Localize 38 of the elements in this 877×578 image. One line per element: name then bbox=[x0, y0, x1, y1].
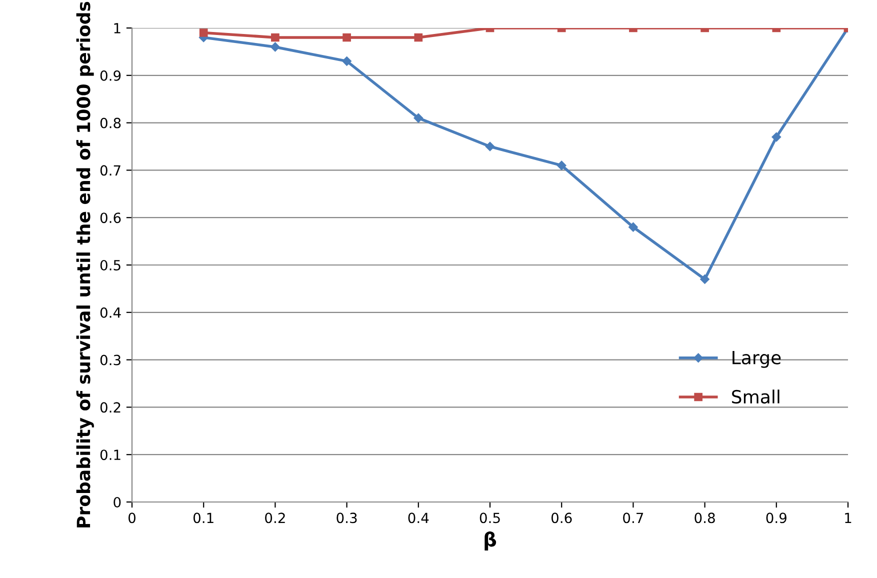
y-tick-label: 1 bbox=[114, 23, 120, 34]
x-tick-label: 0.7 bbox=[623, 512, 644, 524]
x-tick-label: 0.9 bbox=[766, 512, 786, 524]
y-tick-label: 0.5 bbox=[100, 260, 120, 270]
x-tick-label: 0.2 bbox=[265, 512, 285, 524]
point bbox=[700, 274, 710, 284]
point bbox=[270, 42, 280, 52]
x-tick-label: 0.5 bbox=[480, 512, 500, 524]
point bbox=[414, 33, 423, 42]
x-tick-label: 0.8 bbox=[694, 512, 715, 524]
point bbox=[271, 33, 280, 42]
y-tick-label: 0.9 bbox=[100, 70, 121, 81]
y-tick-label: 0.3 bbox=[100, 354, 120, 366]
y-axis-title: Probability of survival until the end of 1000 periods bbox=[76, 2, 94, 528]
y-tick-label: 0.1 bbox=[100, 450, 120, 460]
y-tick-label: 0 bbox=[114, 496, 121, 508]
point bbox=[772, 132, 782, 142]
y-tick-label: 0.6 bbox=[100, 212, 121, 224]
x-tick-label: 0.3 bbox=[336, 512, 357, 524]
x-tick-label: 0.4 bbox=[408, 512, 429, 524]
x-axis-title: β bbox=[484, 531, 496, 550]
legend-label: Small bbox=[732, 390, 780, 404]
legend-label: Large bbox=[732, 351, 781, 368]
x-tick-label: 1 bbox=[845, 512, 852, 523]
point bbox=[485, 142, 495, 152]
point bbox=[414, 113, 424, 123]
y-tick-label: 0.4 bbox=[100, 307, 121, 318]
point bbox=[556, 160, 566, 170]
point bbox=[342, 33, 351, 42]
x-tick-label: 0 bbox=[128, 512, 136, 524]
point bbox=[199, 28, 208, 37]
point bbox=[342, 56, 352, 66]
y-tick-label: 0.7 bbox=[100, 165, 120, 176]
x-tick-label: 0.6 bbox=[551, 512, 572, 524]
y-tick-label: 0.8 bbox=[100, 118, 121, 128]
point bbox=[628, 222, 638, 232]
x-tick-label: 0.1 bbox=[193, 512, 214, 524]
y-tick-label: 0.2 bbox=[100, 402, 120, 413]
